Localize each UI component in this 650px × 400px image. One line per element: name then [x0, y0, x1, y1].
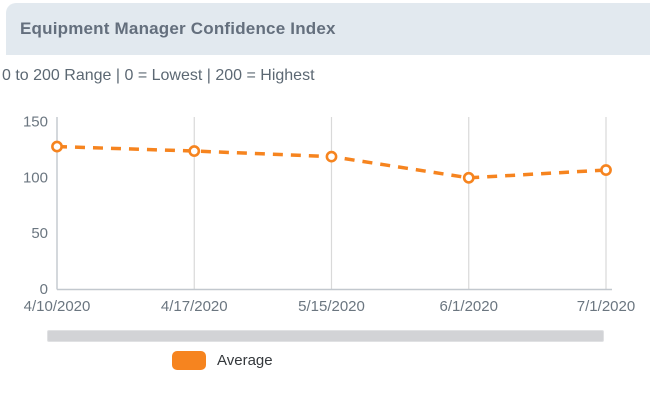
svg-text:0: 0 — [40, 281, 48, 298]
svg-text:150: 150 — [23, 114, 48, 131]
svg-text:100: 100 — [23, 169, 48, 186]
horizontal-scrollbar[interactable] — [47, 330, 604, 342]
svg-text:7/1/2020: 7/1/2020 — [577, 298, 635, 315]
svg-text:4/10/2020: 4/10/2020 — [24, 298, 91, 315]
svg-text:5/15/2020: 5/15/2020 — [298, 298, 365, 315]
svg-text:4/17/2020: 4/17/2020 — [161, 298, 228, 315]
line-chart: 0 50 100 150 4/10/2020 4/17/2020 5/15/2020 6/1/… — [23, 114, 635, 316]
chart-subtitle: 0 to 200 Range | 0 = Lowest | 200 = High… — [2, 67, 315, 84]
widget-header: Equipment Manager Confidence Index — [6, 3, 650, 55]
legend-label: Average — [217, 352, 273, 369]
legend-item-average[interactable]: Average — [172, 351, 273, 370]
page-title: Equipment Manager Confidence Index — [20, 19, 336, 38]
svg-text:6/1/2020: 6/1/2020 — [440, 298, 498, 315]
svg-text:50: 50 — [31, 225, 48, 242]
legend-swatch-icon — [172, 351, 206, 370]
legend: Average — [172, 351, 273, 370]
